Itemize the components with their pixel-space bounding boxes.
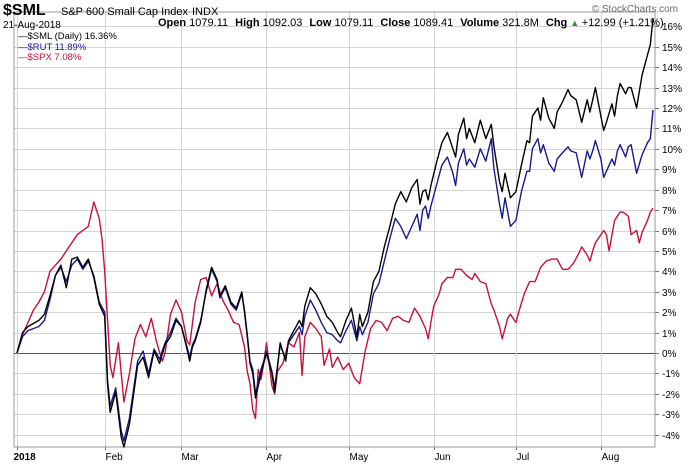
stat-label: Close: [380, 17, 414, 29]
y-tick-label: -3%: [662, 410, 680, 421]
legend-swatch: —: [18, 52, 28, 63]
y-tick-label: 4%: [662, 267, 677, 278]
ticker-symbol: $SML: [3, 2, 46, 19]
x-tick-label: Mar: [182, 452, 200, 463]
stat-label: Volume: [460, 17, 503, 29]
series-line-spx: [16, 201, 654, 420]
y-tick-label: -4%: [662, 431, 680, 442]
legend-label: $RUT 11.89%: [27, 41, 87, 53]
y-tick-label: 5%: [662, 247, 677, 258]
y-tick-label: 7%: [662, 206, 677, 217]
price-stats: Open 1079.11 High 1092.03 Low 1079.11 Close…: [158, 17, 671, 29]
y-tick-label: 1%: [662, 329, 677, 340]
stat-value: 1079.11: [189, 17, 229, 29]
index-name: S&P 600 Small Cap Index: [61, 6, 188, 18]
stat-label: Low: [309, 17, 335, 29]
stat-value: 1089.41: [413, 17, 454, 29]
y-axis: -4% -3% -2% -1% 0% 1% 2% 3% 4% 5% 6% 7% 8% 9% 10% 11% 12…: [655, 22, 682, 442]
y-tick-label: 6%: [662, 227, 677, 238]
y-tick-label: 3%: [662, 288, 677, 299]
stat-value: +12.99 (+1.21%): [581, 17, 664, 29]
y-tick-label: 11%: [662, 124, 681, 135]
series-line-sml: [16, 18, 654, 448]
y-tick-label: 2%: [662, 308, 677, 319]
x-tick-label: Jul: [517, 452, 530, 463]
stat-value: 1079.11: [334, 17, 374, 29]
stat-value: 321.8M: [502, 17, 539, 29]
legend-swatch: —: [18, 41, 28, 53]
grid-layer: [14, 12, 655, 447]
legend-entry: —$SML (Daily) 16.36%: [18, 31, 117, 43]
x-tick-label: May: [350, 452, 369, 463]
brand-watermark: © StockCharts.com: [591, 4, 678, 15]
stat-label: Open: [158, 17, 190, 29]
x-tick-label: Jun: [435, 452, 451, 463]
legend-entry: —$SPX 7.08%: [18, 52, 117, 64]
y-tick-label: 15%: [662, 43, 682, 54]
y-tick-label: 9%: [662, 165, 677, 176]
stat-label: High: [235, 17, 263, 29]
y-tick-label: 13%: [662, 84, 682, 95]
change-up-icon: ▲: [570, 18, 582, 28]
index-code: INDX: [192, 6, 219, 18]
x-tick-label: Apr: [267, 452, 283, 463]
y-tick-label: 0%: [662, 349, 677, 360]
legend-swatch: —: [18, 31, 28, 42]
y-tick-label: 8%: [662, 186, 677, 197]
x-tick-label: Aug: [602, 452, 620, 463]
legend-entry: —$RUT 11.89%: [18, 41, 117, 54]
series-layer: [16, 18, 654, 448]
legend-label: $SML (Daily) 16.36%: [27, 31, 117, 42]
plot-frame: [13, 11, 656, 448]
x-axis: 2018 Feb Mar Apr May Jun Jul Aug: [14, 447, 620, 463]
legend-label: $SPX 7.08%: [27, 52, 82, 63]
x-tick-label: 2018: [14, 452, 37, 463]
x-tick-label: Feb: [106, 452, 124, 463]
y-tick-label: -1%: [662, 369, 680, 380]
y-tick-label: 14%: [662, 63, 682, 74]
y-tick-label: 12%: [662, 104, 682, 115]
stat-value: 1092.03: [262, 17, 303, 29]
chart-legend: —$SML (Daily) 16.36% —$RUT 11.89% —$SPX 7.…: [18, 31, 117, 64]
y-tick-label: 16%: [662, 22, 682, 33]
chart-date: 21-Aug-2018: [3, 20, 61, 31]
y-tick-label: 10%: [662, 145, 682, 156]
series-line-rut: [16, 109, 654, 442]
y-tick-label: -2%: [662, 390, 680, 401]
stat-label: Chg: [545, 17, 571, 29]
